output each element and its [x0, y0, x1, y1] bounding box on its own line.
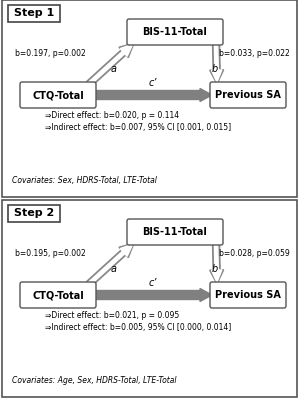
- Polygon shape: [87, 43, 134, 86]
- Text: ⇒Indirect effect: b=0.005, 95% CI [0.000, 0.014]: ⇒Indirect effect: b=0.005, 95% CI [0.000…: [45, 323, 231, 332]
- Text: b: b: [211, 64, 218, 74]
- Text: b=0.033, p=0.022: b=0.033, p=0.022: [219, 48, 290, 58]
- FancyBboxPatch shape: [210, 282, 286, 308]
- Polygon shape: [210, 243, 224, 284]
- Text: Previous SA: Previous SA: [215, 290, 281, 300]
- FancyBboxPatch shape: [20, 282, 96, 308]
- Text: Covariates: Sex, HDRS-Total, LTE-Total: Covariates: Sex, HDRS-Total, LTE-Total: [12, 176, 157, 185]
- FancyBboxPatch shape: [2, 0, 297, 197]
- Text: CTQ-Total: CTQ-Total: [32, 90, 84, 100]
- Text: a: a: [111, 64, 117, 74]
- Text: Step 1: Step 1: [14, 8, 54, 18]
- Text: b=0.197, p=0.002: b=0.197, p=0.002: [15, 48, 86, 58]
- FancyBboxPatch shape: [127, 219, 223, 245]
- Text: BIS-11-Total: BIS-11-Total: [143, 227, 208, 237]
- Text: b=0.028, p=0.059: b=0.028, p=0.059: [219, 248, 290, 258]
- Text: ⇒Direct effect: b=0.021, p = 0.095: ⇒Direct effect: b=0.021, p = 0.095: [45, 311, 179, 320]
- Text: ⇒Indirect effect: b=0.007, 95% CI [0.001, 0.015]: ⇒Indirect effect: b=0.007, 95% CI [0.001…: [45, 123, 231, 132]
- Polygon shape: [88, 244, 133, 285]
- Text: b=0.195, p=0.002: b=0.195, p=0.002: [15, 248, 86, 258]
- Text: b: b: [211, 264, 218, 274]
- Text: a: a: [111, 264, 117, 274]
- Text: c’: c’: [149, 78, 157, 88]
- Text: c’: c’: [149, 278, 157, 288]
- Text: BIS-11-Total: BIS-11-Total: [143, 27, 208, 37]
- Text: ⇒Direct effect: b=0.020, p = 0.114: ⇒Direct effect: b=0.020, p = 0.114: [45, 111, 179, 120]
- Text: Covariates: Age, Sex, HDRS-Total, LTE-Total: Covariates: Age, Sex, HDRS-Total, LTE-To…: [12, 376, 176, 385]
- Polygon shape: [88, 44, 133, 85]
- FancyBboxPatch shape: [8, 205, 60, 222]
- Polygon shape: [211, 43, 222, 82]
- FancyBboxPatch shape: [8, 5, 60, 22]
- Text: CTQ-Total: CTQ-Total: [32, 290, 84, 300]
- Text: Previous SA: Previous SA: [215, 90, 281, 100]
- Polygon shape: [87, 243, 134, 286]
- FancyBboxPatch shape: [20, 82, 96, 108]
- Polygon shape: [210, 43, 224, 84]
- Polygon shape: [211, 243, 222, 282]
- Polygon shape: [94, 288, 212, 302]
- FancyBboxPatch shape: [2, 200, 297, 397]
- FancyBboxPatch shape: [127, 19, 223, 45]
- Text: Step 2: Step 2: [14, 208, 54, 218]
- Polygon shape: [94, 88, 212, 102]
- FancyBboxPatch shape: [210, 82, 286, 108]
